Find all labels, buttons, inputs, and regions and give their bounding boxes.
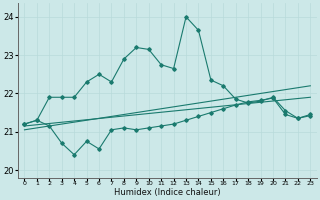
X-axis label: Humidex (Indice chaleur): Humidex (Indice chaleur) (114, 188, 221, 197)
